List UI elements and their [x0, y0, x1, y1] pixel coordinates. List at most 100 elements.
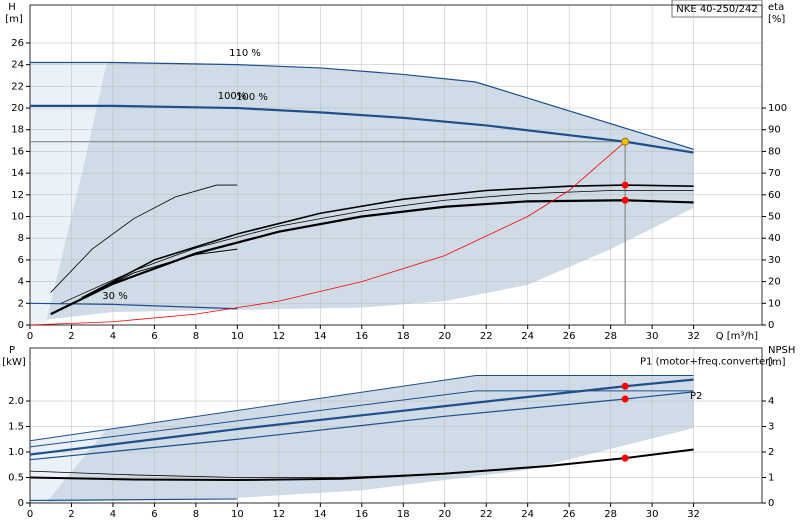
operating-region [30, 62, 107, 326]
y-tick-label: 2.0 [8, 396, 24, 407]
y-tick-label: 0.5 [8, 473, 24, 484]
duty-point [621, 196, 629, 204]
curve [60, 190, 694, 304]
x-tick-label: 16 [355, 509, 368, 520]
y-axis-label: H [8, 2, 16, 13]
curve [50, 199, 694, 316]
y-tick-label: 18 [11, 125, 24, 136]
y-tick-label: 4 [18, 277, 24, 288]
duty-point [621, 395, 629, 403]
y2-tick-label: 3 [768, 422, 774, 433]
curve-annotation: 100 % [236, 92, 268, 103]
x-tick-label: 26 [563, 331, 576, 342]
curve [29, 498, 238, 502]
x-tick-label: 22 [480, 509, 493, 520]
y-tick-label: 20 [11, 103, 24, 114]
y-tick-label: 0 [18, 498, 24, 509]
y-tick-label: 1.5 [8, 422, 24, 433]
y2-tick-label: 4 [768, 396, 774, 407]
x-tick-label: 12 [272, 331, 285, 342]
y2-axis-label: NPSH [768, 345, 795, 356]
x-tick-label: 28 [604, 509, 617, 520]
x-tick-label: 6 [151, 509, 157, 520]
x-tick-label: 14 [314, 331, 327, 342]
curve [29, 448, 694, 482]
x-tick-label: 28 [604, 331, 617, 342]
operating-region [46, 62, 694, 320]
curve [29, 378, 694, 456]
x-tick-label: 26 [563, 509, 576, 520]
curve [81, 248, 238, 299]
y2-tick-label: 1 [768, 473, 774, 484]
x-tick-label: 12 [272, 509, 285, 520]
y-tick-label: 14 [11, 168, 24, 179]
y-tick-label: 1.0 [8, 447, 24, 458]
x-tick-label: 10 [231, 331, 244, 342]
x-tick-label: 20 [438, 331, 451, 342]
curve-annotation: 110 % [229, 48, 261, 59]
y2-tick-label: 100 [768, 103, 787, 114]
curve [29, 391, 694, 461]
curve [29, 390, 694, 448]
y2-tick-label: 2 [768, 447, 774, 458]
curve [81, 184, 694, 299]
y2-tick-label: 20 [768, 277, 781, 288]
x-tick-label: 0 [27, 331, 33, 342]
y2-tick-label: 80 [768, 146, 781, 157]
x-tick-label: 32 [687, 331, 700, 342]
curve [50, 184, 238, 293]
x-tick-label: 18 [397, 331, 410, 342]
y-tick-label: 26 [11, 38, 24, 49]
y-tick-label: 0 [18, 320, 24, 331]
y-axis-unit: [m] [5, 14, 23, 25]
plot-frame [29, 4, 763, 326]
y2-tick-label: 0 [768, 320, 774, 331]
x-tick-label: 2 [68, 509, 74, 520]
curve-annotation: 100% [218, 91, 247, 102]
x-axis-label: Q [m³/h] [716, 331, 758, 342]
y2-tick-label: 90 [768, 125, 781, 136]
y2-tick-label: 0 [768, 498, 774, 509]
y2-axis-unit: [m] [768, 357, 786, 368]
y-tick-label: 12 [11, 190, 24, 201]
x-tick-label: 18 [397, 509, 410, 520]
curve [29, 141, 626, 326]
x-tick-label: 4 [110, 331, 116, 342]
duty-point [621, 454, 629, 462]
x-tick-label: 16 [355, 331, 368, 342]
curve [30, 104, 694, 154]
curve [30, 61, 694, 150]
curve-label: P2 [690, 391, 702, 402]
x-tick-label: 30 [646, 331, 659, 342]
curve [29, 302, 238, 310]
curve-annotation: 30 % [102, 291, 127, 302]
y-tick-label: 2 [18, 298, 24, 309]
y-tick-label: 10 [11, 212, 24, 223]
y-axis-unit: [kW] [2, 357, 26, 368]
y2-tick-label: 60 [768, 190, 781, 201]
y2-tick-label: 40 [768, 233, 781, 244]
y-tick-label: 22 [11, 81, 24, 92]
x-tick-label: 32 [687, 509, 700, 520]
x-tick-label: 6 [151, 331, 157, 342]
y-tick-label: 8 [18, 233, 24, 244]
y-axis-label: P [9, 345, 15, 356]
y2-tick-label: 10 [768, 298, 781, 309]
x-tick-label: 24 [521, 509, 534, 520]
operating-region [46, 375, 694, 502]
duty-point [621, 382, 629, 390]
x-tick-label: 14 [314, 509, 327, 520]
y2-axis-unit: [%] [768, 14, 785, 25]
x-tick-label: 4 [110, 509, 116, 520]
y2-tick-label: 50 [768, 212, 781, 223]
x-tick-label: 2 [68, 331, 74, 342]
y-tick-label: 16 [11, 146, 24, 157]
x-tick-label: 8 [193, 331, 199, 342]
y2-tick-label: 30 [768, 255, 781, 266]
plot-frame [29, 347, 763, 504]
y-tick-label: 24 [11, 60, 24, 71]
x-tick-label: 30 [646, 509, 659, 520]
x-tick-label: 24 [521, 331, 534, 342]
y-tick-label: 6 [18, 255, 24, 266]
